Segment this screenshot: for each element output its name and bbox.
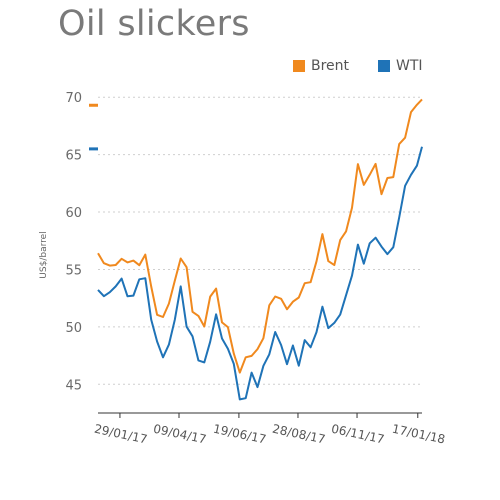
y-tick-label: 60 [65, 206, 82, 221]
series-line-brent [97, 98, 423, 374]
y-tick-label: 50 [65, 321, 82, 336]
x-tick-label: 06/11/17 [330, 422, 386, 447]
legend-swatch-wti [378, 60, 390, 72]
series-lines [97, 98, 423, 401]
legend-item-wti: WTI [378, 58, 423, 74]
y-axis: 45 50 55 60 65 70 [65, 91, 82, 393]
y-axis-label: US$/barrel [39, 231, 49, 278]
y-tick-label: 70 [65, 91, 82, 106]
chart-title: Oil slickers [58, 4, 250, 44]
legend-swatch-brent [293, 60, 305, 72]
x-tick-label: 09/04/17 [152, 422, 208, 447]
last-value-marker-wti [89, 147, 98, 151]
y-tick-label: 65 [65, 149, 82, 164]
x-axis: 29/01/17 09/04/17 19/06/17 28/08/17 06/11/17… [93, 413, 446, 447]
last-value-marker-brent [89, 103, 98, 107]
x-tick-label: 29/01/17 [93, 422, 149, 447]
last-value-markers [89, 103, 98, 151]
y-tick-label: 55 [65, 263, 82, 278]
x-tick-label: 28/08/17 [271, 422, 327, 447]
x-tick-label: 17/01/18 [391, 422, 447, 447]
legend-label-wti: WTI [396, 58, 423, 74]
x-tick-label: 19/06/17 [212, 422, 268, 447]
legend-item-brent: Brent [293, 58, 349, 74]
legend-label-brent: Brent [311, 58, 350, 74]
gridlines [98, 96, 422, 385]
y-tick-label: 45 [65, 378, 82, 393]
series-line-wti [97, 146, 423, 401]
